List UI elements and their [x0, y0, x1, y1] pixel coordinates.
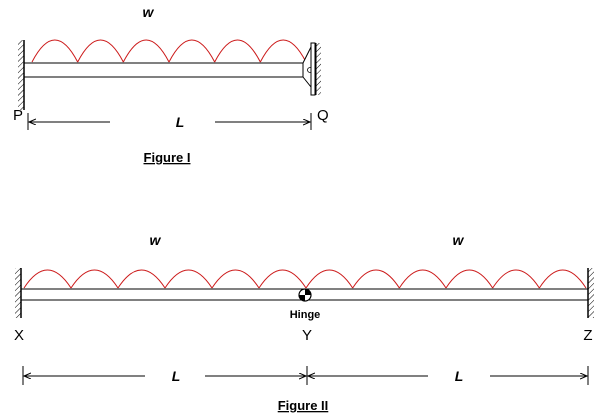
figure-2-point-label-y: Y [302, 327, 312, 344]
figure-1-beam [24, 62, 306, 78]
figure-2-right-fixed-wall [587, 268, 594, 318]
figure-1-distributed-load [31, 39, 307, 63]
figure-2-load-label-right: w [453, 232, 465, 248]
figure-1: w P Q L Fig [13, 4, 329, 165]
figure-1-support-label-right: Q [317, 107, 329, 124]
figure-1-load-label: w [143, 4, 155, 20]
figure-2-span-dimension-right [308, 366, 589, 385]
figure-2-left-fixed-wall [15, 268, 22, 318]
figure-2-span-dimension-left [22, 366, 308, 385]
figure-2-point-label-z: Z [583, 327, 592, 344]
figure-2-distributed-load-left [23, 269, 307, 289]
figure-2-span-label-left: L [172, 368, 181, 384]
figure-1-span-label: L [176, 114, 185, 130]
figure-2-load-label-left: w [150, 232, 162, 248]
figure-1-caption: Figure I [144, 150, 191, 165]
figure-2-distributed-load-right [305, 269, 587, 289]
figure-1-right-guided-support [302, 42, 321, 96]
figure-1-support-label-left: P [13, 107, 23, 124]
figure-1-span-dimension [27, 113, 312, 130]
figure-2-hinge-label: Hinge [290, 309, 321, 321]
figure-2-caption: Figure II [278, 398, 329, 413]
figure-2-point-label-x: X [14, 327, 24, 344]
figure-2: w w Hinge X Y Z [14, 232, 594, 413]
figure-1-left-fixed-wall [18, 40, 25, 110]
figure-2-span-label-right: L [455, 368, 464, 384]
hinge-icon [298, 288, 312, 302]
